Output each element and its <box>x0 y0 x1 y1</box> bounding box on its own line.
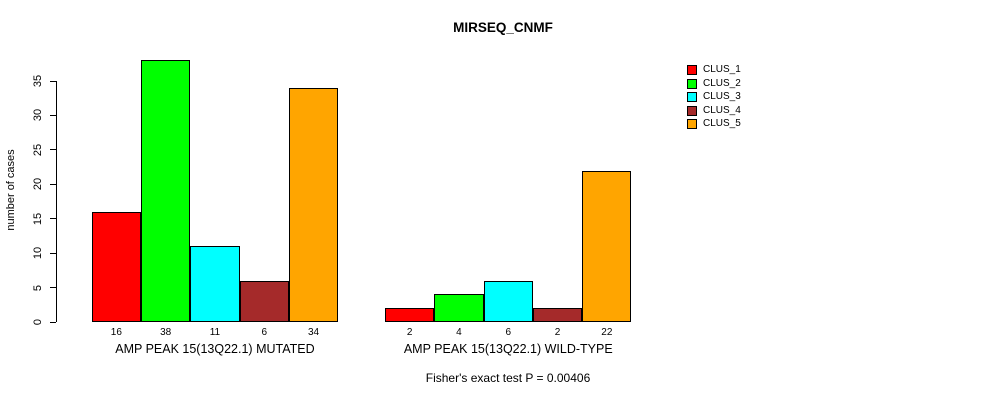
bar-value-label: 2 <box>406 327 413 338</box>
fisher-test-annotation: Fisher's exact test P = 0.00406 <box>425 371 591 385</box>
legend-label: CLUS_2 <box>703 77 741 89</box>
y-axis-line <box>56 81 57 322</box>
y-axis-tick-label: 10 <box>32 247 44 260</box>
legend-label: CLUS_5 <box>703 118 741 130</box>
x-group-label: AMP PEAK 15(13Q22.1) WILD-TYPE <box>403 342 613 356</box>
bar-value-label: 16 <box>110 327 122 338</box>
bar-value-label: 4 <box>456 327 462 338</box>
bar-clus_2-group1 <box>434 294 484 322</box>
y-axis-tick-label: 25 <box>32 143 44 156</box>
legend-swatch-clus_4 <box>687 105 697 116</box>
legend-item: CLUS_5 <box>687 118 741 130</box>
y-axis-tick <box>50 80 56 82</box>
y-axis-tick-label: 30 <box>32 109 44 122</box>
bar-value-label: 22 <box>601 327 613 338</box>
bar-clus_4-group0 <box>239 280 289 322</box>
legend-item: CLUS_2 <box>687 77 741 89</box>
bar-clus_5-group0 <box>288 87 339 322</box>
y-axis-tick <box>50 252 56 254</box>
bar-value-label: 6 <box>505 327 512 338</box>
legend-swatch-clus_1 <box>687 65 697 75</box>
legend: CLUS_1 CLUS_2 CLUS_3 CLUS_4 CLUS_5 <box>687 65 741 133</box>
y-axis-tick <box>50 321 56 323</box>
x-group-label: AMP PEAK 15(13Q22.1) MUTATED <box>115 342 315 356</box>
bar-value-label: 34 <box>307 327 320 338</box>
bar-clus_2-group0 <box>141 60 191 322</box>
y-axis-tick <box>50 218 56 220</box>
legend-label: CLUS_1 <box>703 64 741 75</box>
y-axis-tick-label: 0 <box>32 318 44 326</box>
y-axis-tick <box>50 183 56 185</box>
y-axis-tick-label: 15 <box>32 212 44 225</box>
bar-clus_1-group0 <box>91 211 141 322</box>
legend-item: CLUS_1 <box>687 65 741 75</box>
bar-value-label: 38 <box>160 327 172 338</box>
y-axis-tick-label: 5 <box>32 284 44 291</box>
legend-item: CLUS_3 <box>687 91 741 103</box>
bar-value-label: 11 <box>209 327 221 338</box>
y-axis-tick <box>50 287 56 289</box>
legend-swatch-clus_5 <box>687 119 697 130</box>
bar-clus_3-group1 <box>483 280 533 322</box>
y-axis-label: number of cases <box>5 149 17 231</box>
bar-clus_4-group1 <box>532 308 583 322</box>
legend-swatch-clus_3 <box>687 92 697 103</box>
legend-item: CLUS_4 <box>687 104 741 116</box>
bar-clus_1-group1 <box>385 308 435 322</box>
legend-swatch-clus_2 <box>687 78 697 89</box>
bar-clus_5-group1 <box>582 170 632 322</box>
chart-title: MIRSEQ_CNMF <box>453 20 553 35</box>
legend-label: CLUS_3 <box>703 91 741 103</box>
bar-clus_3-group0 <box>190 246 240 322</box>
bar-value-label: 2 <box>554 327 561 338</box>
y-axis-tick-label: 35 <box>32 74 44 88</box>
y-axis-tick <box>50 114 56 116</box>
bar-value-label: 6 <box>261 327 268 338</box>
y-axis-tick <box>50 149 56 151</box>
legend-label: CLUS_4 <box>703 104 741 116</box>
y-axis-tick-label: 20 <box>32 178 44 191</box>
